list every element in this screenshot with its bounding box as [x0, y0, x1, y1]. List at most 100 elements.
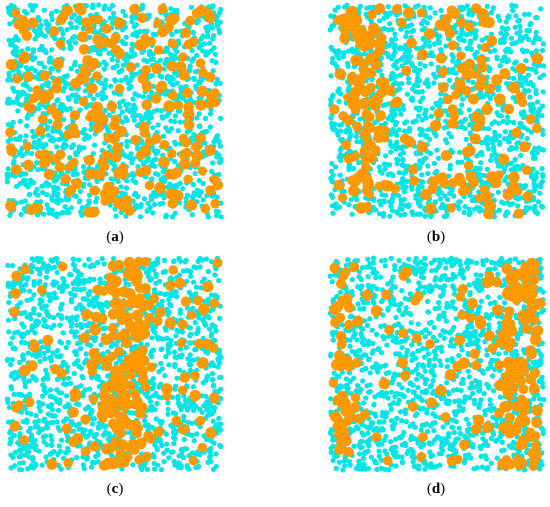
matrix-particle [30, 128, 36, 134]
matrix-particle [15, 94, 21, 100]
matrix-particle [389, 117, 395, 123]
matrix-particle [381, 15, 387, 21]
matrix-particle [49, 295, 55, 301]
matrix-particle [338, 136, 344, 143]
matrix-particle [401, 106, 407, 112]
matrix-particle [121, 152, 127, 158]
matrix-particle [176, 328, 182, 334]
inclusion-particle [140, 165, 152, 176]
inclusion-particle [34, 150, 44, 160]
inclusion-particle [365, 112, 375, 122]
matrix-particle [533, 183, 539, 189]
matrix-particle [205, 33, 211, 39]
matrix-particle [166, 309, 172, 315]
inclusion-particle [48, 26, 60, 37]
matrix-particle [508, 35, 514, 41]
matrix-particle [484, 3, 490, 9]
matrix-particle [49, 16, 55, 23]
matrix-particle [473, 33, 479, 39]
matrix-particle [197, 255, 203, 262]
matrix-particle [94, 195, 100, 201]
matrix-particle [391, 45, 397, 51]
matrix-particle [15, 440, 21, 446]
inclusion-particle [339, 32, 351, 44]
matrix-particle [332, 164, 339, 170]
inclusion-particle [82, 55, 94, 67]
matrix-particle [118, 184, 124, 190]
matrix-particle [484, 166, 490, 172]
matrix-particle [148, 352, 154, 358]
inclusion-particle [403, 136, 416, 148]
matrix-particle [96, 376, 102, 382]
matrix-particle [153, 280, 159, 286]
matrix-particle [461, 209, 467, 215]
inclusion-particle [79, 64, 92, 77]
matrix-particle [73, 96, 80, 102]
matrix-particle [190, 404, 196, 410]
matrix-particle [395, 81, 401, 87]
matrix-particle [78, 272, 84, 278]
matrix-particle [71, 12, 77, 18]
matrix-particle [27, 288, 33, 294]
matrix-particle [348, 197, 354, 203]
matrix-particle [332, 7, 338, 13]
matrix-particle [506, 119, 512, 125]
matrix-particle [390, 126, 396, 132]
matrix-particle [142, 418, 148, 424]
matrix-particle [417, 61, 423, 67]
matrix-particle [107, 202, 113, 208]
inclusion-particle [39, 70, 51, 81]
matrix-particle [42, 356, 48, 362]
matrix-particle [202, 115, 209, 121]
matrix-particle [149, 335, 155, 341]
matrix-particle [49, 437, 55, 443]
matrix-particle [217, 159, 223, 165]
inclusion-particle [334, 68, 346, 80]
matrix-particle [532, 67, 538, 73]
matrix-particle [510, 66, 516, 72]
matrix-particle [32, 55, 38, 61]
matrix-particle [393, 73, 399, 80]
matrix-particle [69, 320, 75, 327]
inclusion-particle [89, 185, 100, 196]
matrix-particle [517, 120, 523, 126]
matrix-particle [417, 203, 423, 209]
matrix-particle [83, 351, 89, 357]
matrix-particle [54, 348, 61, 354]
inclusion-particle [380, 125, 390, 135]
matrix-particle [39, 305, 45, 311]
matrix-particle [87, 289, 93, 295]
inclusion-particle [101, 23, 112, 34]
matrix-particle [494, 54, 500, 60]
matrix-particle [24, 150, 30, 156]
matrix-particle [48, 433, 54, 439]
matrix-particle [43, 142, 49, 148]
inclusion-particle [93, 109, 105, 121]
inclusion-particle [21, 30, 33, 41]
matrix-particle [209, 376, 216, 383]
matrix-particle [208, 333, 214, 339]
matrix-particle [34, 186, 40, 192]
matrix-particle [124, 107, 130, 113]
inclusion-particle [185, 199, 197, 211]
matrix-particle [57, 427, 63, 433]
matrix-particle [164, 45, 170, 51]
matrix-particle [426, 43, 433, 49]
matrix-particle [493, 152, 499, 158]
matrix-particle [48, 325, 54, 331]
inclusion-particle [37, 114, 48, 124]
matrix-particle [428, 113, 434, 119]
matrix-particle [188, 273, 194, 279]
inclusion-particle [101, 150, 112, 161]
matrix-particle [509, 2, 515, 8]
matrix-particle [11, 316, 18, 322]
matrix-particle [500, 118, 506, 124]
matrix-particle [73, 349, 79, 355]
matrix-particle [197, 123, 203, 129]
matrix-particle [358, 139, 364, 145]
matrix-particle [91, 296, 97, 302]
matrix-particle [330, 55, 336, 62]
matrix-particle [423, 107, 429, 113]
matrix-particle [218, 214, 224, 220]
matrix-particle [215, 152, 222, 158]
